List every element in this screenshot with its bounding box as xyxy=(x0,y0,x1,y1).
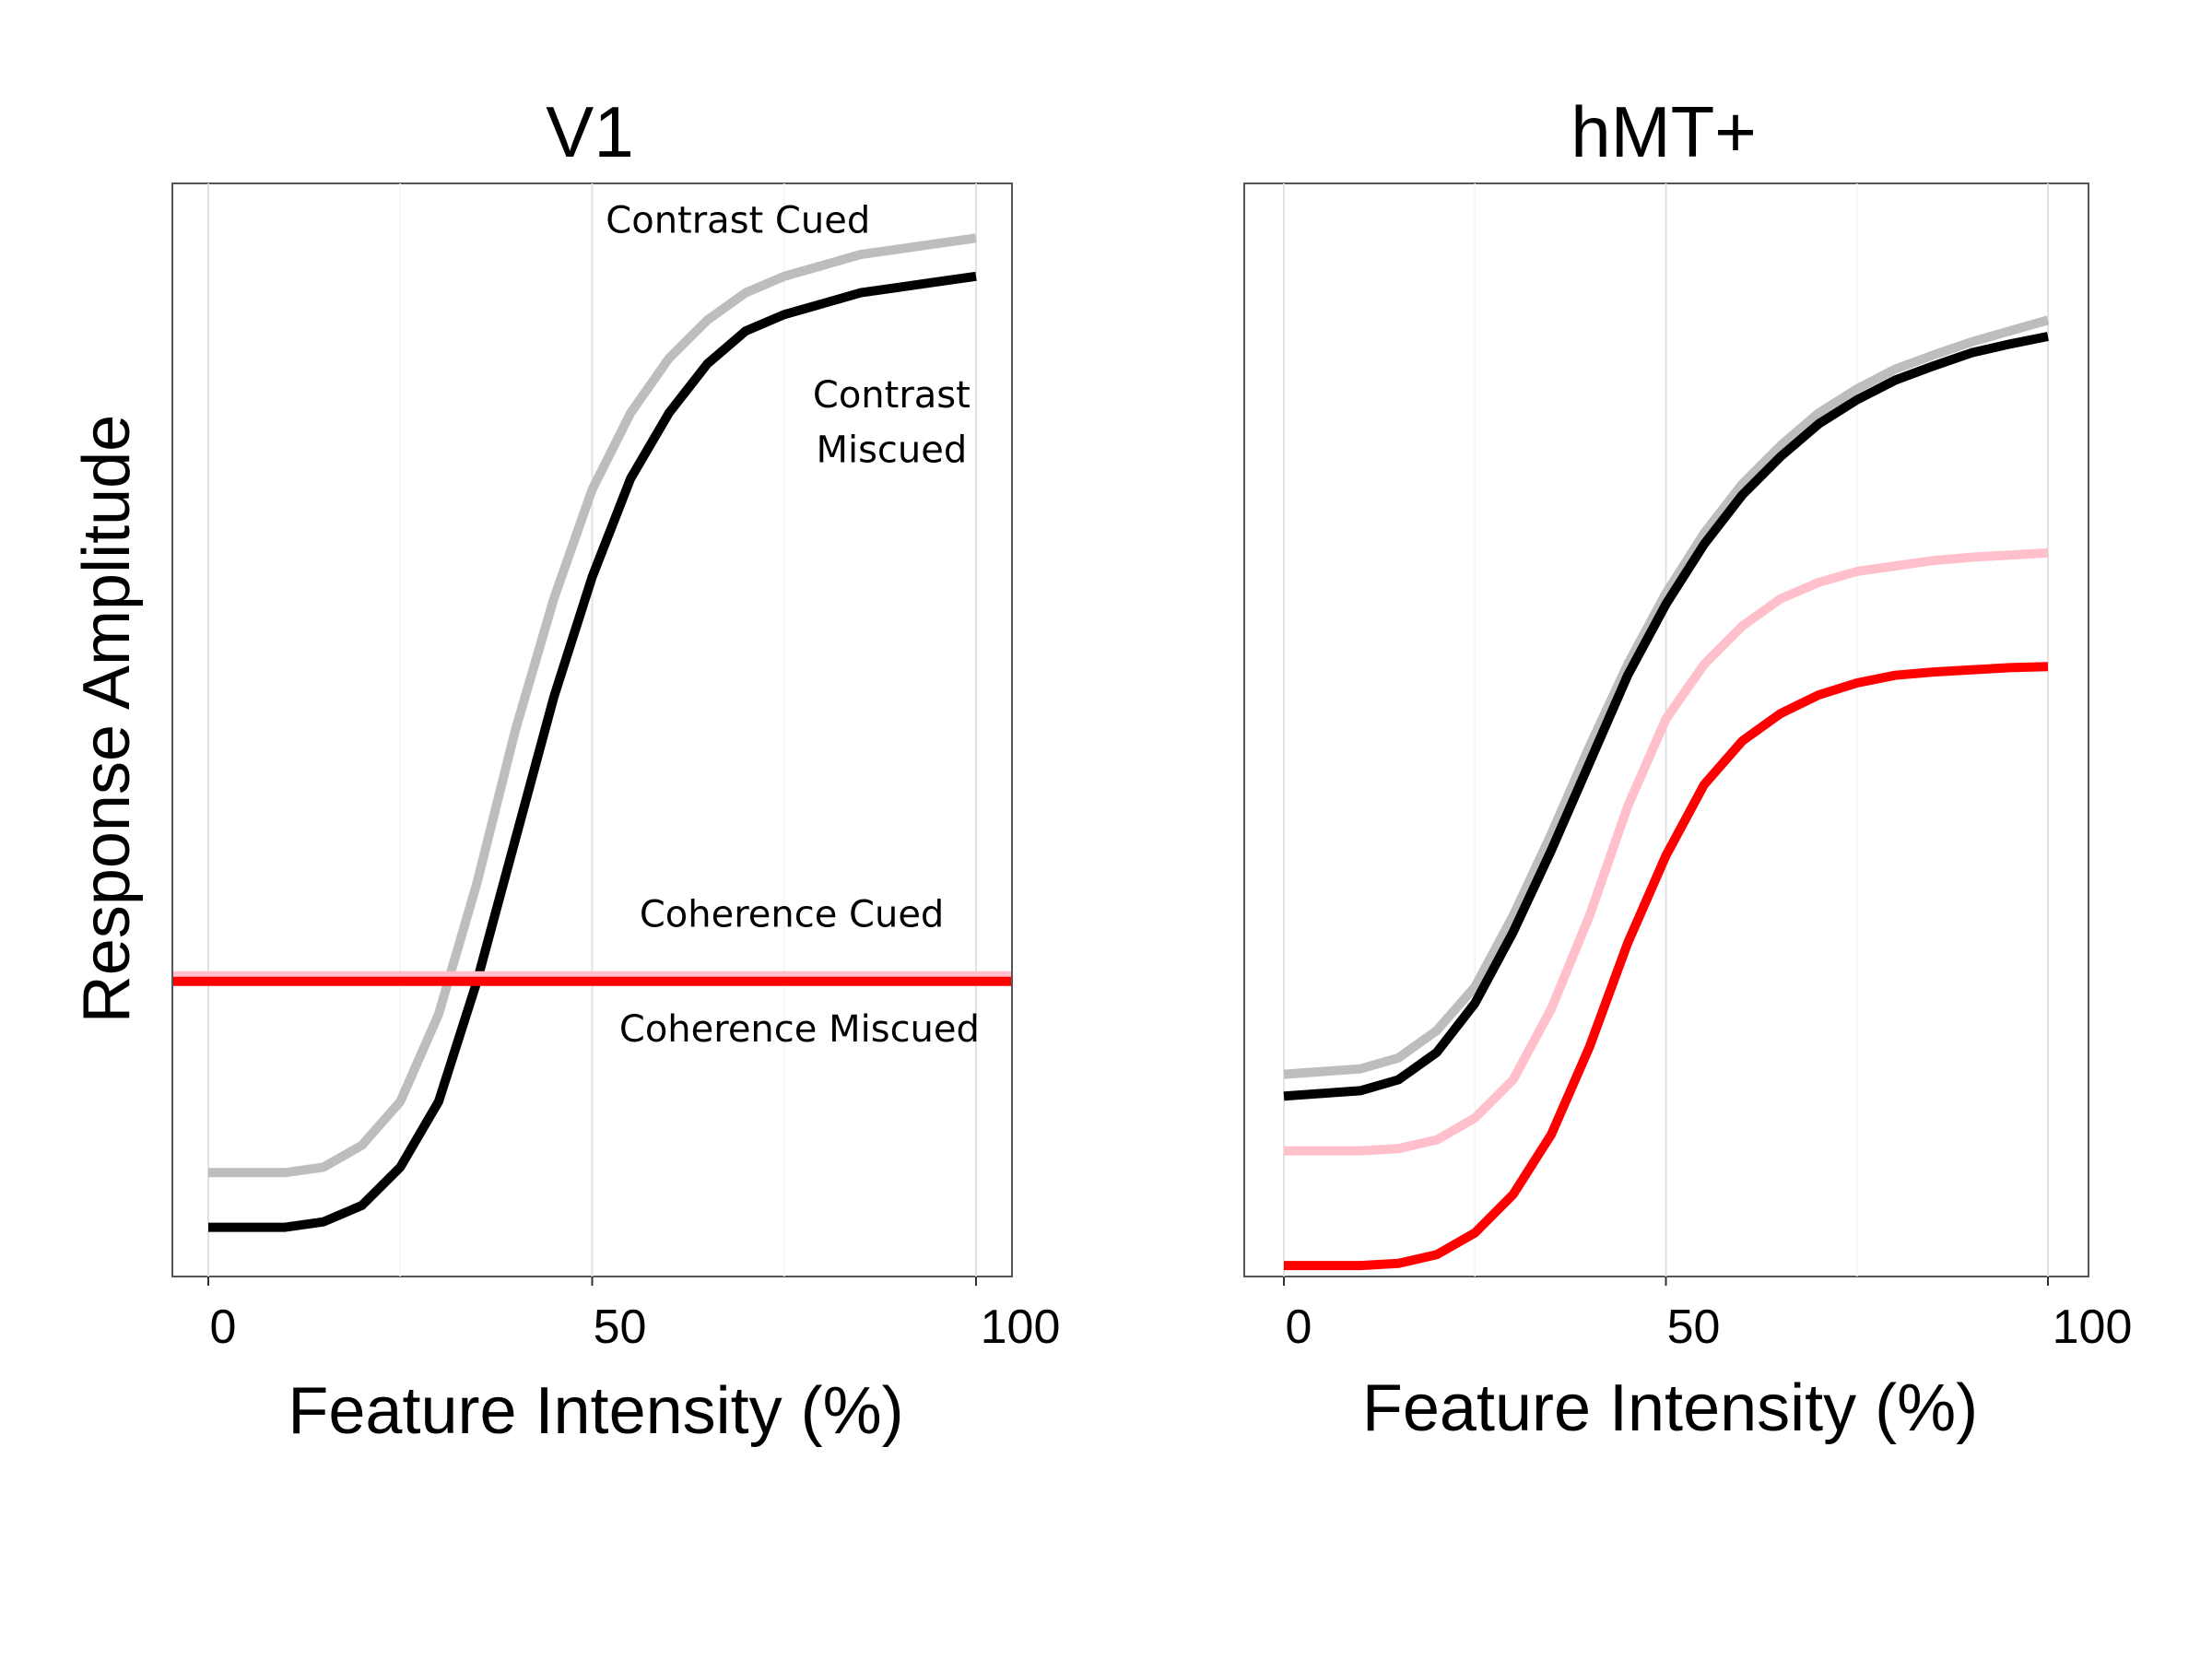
chart-panel-hmt: 0 50 100 hMT+ Feature Intensity (%) xyxy=(1243,91,2133,1445)
y-axis-label: Response Amplitude xyxy=(70,415,144,1023)
series-annotation: Contrast xyxy=(813,374,971,417)
series-annotation: Coherence Miscued xyxy=(619,1008,980,1051)
series-line-contrast-cued xyxy=(208,233,977,1178)
series-line-contrast-miscued xyxy=(208,271,977,1232)
x-axis-label: Feature Intensity (%) xyxy=(1362,1371,1978,1445)
x-tick-label: 0 xyxy=(1286,1300,1312,1354)
x-tick-label: 50 xyxy=(594,1300,647,1354)
x-tick-label: 100 xyxy=(981,1300,1061,1354)
chart-title: hMT+ xyxy=(1571,91,1757,172)
series-group xyxy=(1283,315,2050,1271)
chart-title: V1 xyxy=(546,91,633,172)
series-line-contrast-miscued xyxy=(1283,332,2049,1101)
x-tick-label: 100 xyxy=(2053,1300,2133,1354)
series-group xyxy=(173,233,1011,1232)
series-line-coherence-cued xyxy=(1284,547,2049,1156)
series-line-coherence-miscued xyxy=(1284,662,2049,1271)
series-line-contrast-cued xyxy=(1283,315,2050,1079)
series-annotation: Coherence Cued xyxy=(640,893,945,935)
x-axis-label: Feature Intensity (%) xyxy=(288,1374,903,1448)
series-annotation: Miscued xyxy=(816,429,967,471)
series-annotation: Contrast Cued xyxy=(606,199,870,241)
x-tick-label: 0 xyxy=(210,1300,237,1354)
x-tick-label: 50 xyxy=(1667,1300,1721,1354)
chart-panel-v1: 0 50 100 V1 Feature Intensity (%) Response Am… xyxy=(70,91,1060,1448)
